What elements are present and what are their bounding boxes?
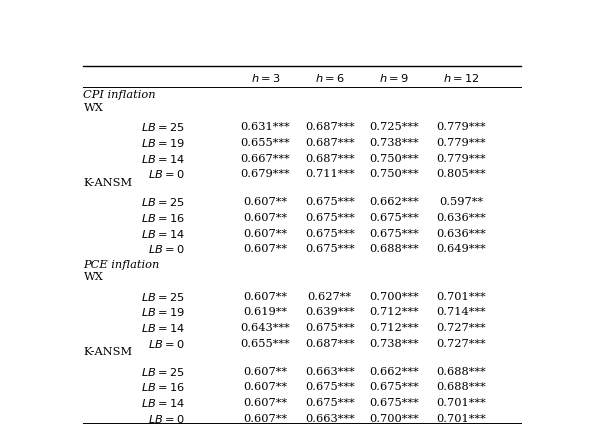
- Text: $LB = 16$: $LB = 16$: [141, 381, 185, 393]
- Text: 0.779***: 0.779***: [436, 122, 486, 132]
- Text: 0.607**: 0.607**: [244, 228, 287, 239]
- Text: $h=3$: $h=3$: [251, 72, 280, 84]
- Text: 0.639***: 0.639***: [305, 307, 355, 318]
- Text: 0.687***: 0.687***: [305, 122, 355, 132]
- Text: 0.627**: 0.627**: [308, 292, 352, 302]
- Text: 0.750***: 0.750***: [369, 153, 419, 164]
- Text: 0.643***: 0.643***: [241, 323, 290, 333]
- Text: 0.711***: 0.711***: [305, 169, 355, 179]
- Text: $LB = 0$: $LB = 0$: [148, 168, 185, 180]
- Text: $LB = 25$: $LB = 25$: [141, 196, 185, 208]
- Text: WX: WX: [83, 103, 103, 113]
- Text: 0.675***: 0.675***: [305, 228, 355, 239]
- Text: 0.701***: 0.701***: [436, 414, 486, 424]
- Text: K-ANSM: K-ANSM: [83, 347, 132, 357]
- Text: 0.675***: 0.675***: [369, 213, 419, 223]
- Text: 0.649***: 0.649***: [436, 244, 486, 254]
- Text: $h=9$: $h=9$: [380, 72, 409, 84]
- Text: 0.607**: 0.607**: [244, 213, 287, 223]
- Text: 0.597**: 0.597**: [439, 197, 483, 207]
- Text: $LB = 0$: $LB = 0$: [148, 338, 185, 350]
- Text: 0.663***: 0.663***: [305, 414, 355, 424]
- Text: 0.675***: 0.675***: [305, 244, 355, 254]
- Text: 0.700***: 0.700***: [369, 292, 419, 302]
- Text: $LB = 25$: $LB = 25$: [141, 366, 185, 378]
- Text: 0.688***: 0.688***: [436, 367, 486, 377]
- Text: $LB = 19$: $LB = 19$: [141, 306, 185, 318]
- Text: 0.688***: 0.688***: [436, 382, 486, 392]
- Text: 0.727***: 0.727***: [436, 323, 486, 333]
- Text: 0.607**: 0.607**: [244, 367, 287, 377]
- Text: 0.688***: 0.688***: [369, 244, 419, 254]
- Text: 0.675***: 0.675***: [305, 197, 355, 207]
- Text: $LB = 14$: $LB = 14$: [141, 322, 185, 334]
- Text: 0.675***: 0.675***: [305, 213, 355, 223]
- Text: 0.619**: 0.619**: [244, 307, 287, 318]
- Text: 0.679***: 0.679***: [241, 169, 290, 179]
- Text: 0.727***: 0.727***: [436, 339, 486, 349]
- Text: 0.663***: 0.663***: [305, 367, 355, 377]
- Text: 0.675***: 0.675***: [305, 398, 355, 408]
- Text: PCE inflation: PCE inflation: [83, 260, 160, 270]
- Text: 0.662***: 0.662***: [369, 197, 419, 207]
- Text: $LB = 25$: $LB = 25$: [141, 291, 185, 303]
- Text: 0.655***: 0.655***: [241, 339, 290, 349]
- Text: $LB = 0$: $LB = 0$: [148, 413, 185, 425]
- Text: $h=6$: $h=6$: [315, 72, 345, 84]
- Text: 0.738***: 0.738***: [369, 339, 419, 349]
- Text: 0.675***: 0.675***: [305, 382, 355, 392]
- Text: 0.662***: 0.662***: [369, 367, 419, 377]
- Text: $LB = 16$: $LB = 16$: [141, 212, 185, 224]
- Text: 0.675***: 0.675***: [369, 228, 419, 239]
- Text: 0.687***: 0.687***: [305, 138, 355, 148]
- Text: $LB = 14$: $LB = 14$: [141, 397, 185, 409]
- Text: $LB = 0$: $LB = 0$: [148, 243, 185, 255]
- Text: 0.701***: 0.701***: [436, 398, 486, 408]
- Text: 0.714***: 0.714***: [436, 307, 486, 318]
- Text: 0.701***: 0.701***: [436, 292, 486, 302]
- Text: 0.636***: 0.636***: [436, 228, 486, 239]
- Text: 0.607**: 0.607**: [244, 398, 287, 408]
- Text: 0.607**: 0.607**: [244, 244, 287, 254]
- Text: 0.607**: 0.607**: [244, 197, 287, 207]
- Text: K-ANSM: K-ANSM: [83, 178, 132, 188]
- Text: 0.712***: 0.712***: [369, 323, 419, 333]
- Text: $LB = 14$: $LB = 14$: [141, 227, 185, 240]
- Text: 0.636***: 0.636***: [436, 213, 486, 223]
- Text: 0.675***: 0.675***: [305, 323, 355, 333]
- Text: 0.667***: 0.667***: [241, 153, 290, 164]
- Text: 0.607**: 0.607**: [244, 414, 287, 424]
- Text: WX: WX: [83, 272, 103, 282]
- Text: 0.779***: 0.779***: [436, 138, 486, 148]
- Text: 0.607**: 0.607**: [244, 292, 287, 302]
- Text: 0.607**: 0.607**: [244, 382, 287, 392]
- Text: 0.675***: 0.675***: [369, 382, 419, 392]
- Text: 0.631***: 0.631***: [241, 122, 290, 132]
- Text: 0.700***: 0.700***: [369, 414, 419, 424]
- Text: 0.655***: 0.655***: [241, 138, 290, 148]
- Text: 0.687***: 0.687***: [305, 153, 355, 164]
- Text: 0.725***: 0.725***: [369, 122, 419, 132]
- Text: 0.738***: 0.738***: [369, 138, 419, 148]
- Text: $LB = 25$: $LB = 25$: [141, 121, 185, 133]
- Text: $LB = 19$: $LB = 19$: [141, 137, 185, 149]
- Text: $LB = 14$: $LB = 14$: [141, 153, 185, 165]
- Text: 0.779***: 0.779***: [436, 153, 486, 164]
- Text: CPI inflation: CPI inflation: [83, 90, 156, 100]
- Text: 0.750***: 0.750***: [369, 169, 419, 179]
- Text: $h=12$: $h=12$: [443, 72, 479, 84]
- Text: 0.675***: 0.675***: [369, 398, 419, 408]
- Text: 0.712***: 0.712***: [369, 307, 419, 318]
- Text: 0.687***: 0.687***: [305, 339, 355, 349]
- Text: 0.805***: 0.805***: [436, 169, 486, 179]
